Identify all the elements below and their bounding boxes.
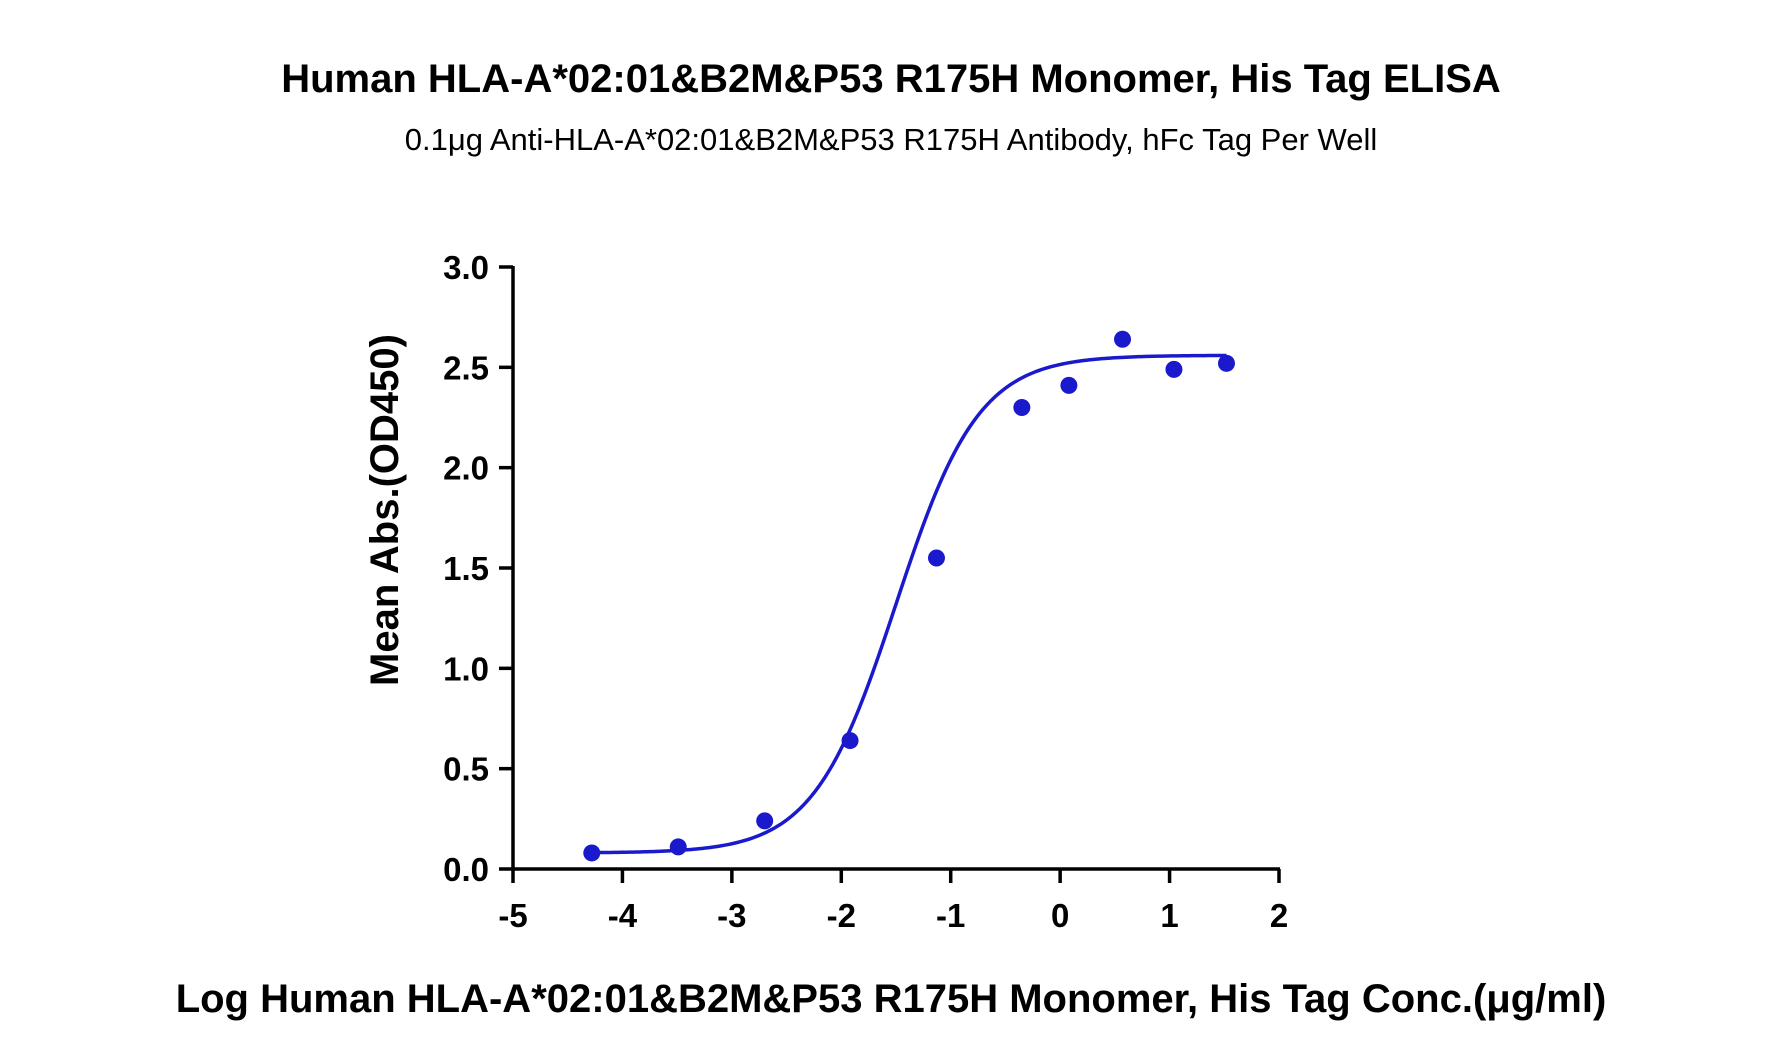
data-point	[1013, 398, 1031, 416]
data-point	[1114, 330, 1132, 348]
y-tick-label: 3.0	[443, 249, 489, 286]
y-tick-label: 0.5	[443, 751, 489, 788]
x-axis-label: Log Human HLA-A*02:01&B2M&P53 R175H Mono…	[176, 977, 1607, 1021]
x-tick-label: -3	[717, 897, 746, 934]
y-tick-label: 1.5	[443, 550, 489, 587]
y-tick-label: 1.0	[443, 650, 489, 687]
fit-curve	[591, 353, 1227, 855]
data-point	[756, 812, 774, 830]
y-axis-label: Mean Abs.(OD450)	[363, 334, 407, 686]
x-tick-label: 1	[1160, 897, 1178, 934]
data-point	[1217, 354, 1235, 372]
x-tick-label: -2	[827, 897, 856, 934]
data-point	[1060, 376, 1078, 394]
data-points	[583, 330, 1235, 862]
x-tick-label: -5	[498, 897, 527, 934]
data-point	[1165, 360, 1183, 378]
y-tick-label: 0.0	[443, 851, 489, 888]
x-tick-label: 2	[1270, 897, 1288, 934]
x-axis-ticks: -5 -4 -3 -2 -1 0 1 2	[498, 869, 1288, 934]
chart-subtitle: 0.1μg Anti-HLA-A*02:01&B2M&P53 R175H Ant…	[405, 122, 1378, 157]
x-tick-label: -1	[936, 897, 965, 934]
data-point	[669, 838, 687, 856]
chart-title: Human HLA-A*02:01&B2M&P53 R175H Monomer,…	[281, 57, 1501, 101]
x-tick-label: -4	[608, 897, 638, 934]
data-point	[841, 732, 859, 750]
data-point	[927, 549, 945, 567]
y-tick-label: 2.5	[443, 349, 489, 386]
data-point	[583, 844, 601, 862]
x-tick-label: 0	[1051, 897, 1069, 934]
y-axis-ticks: 0.0 0.5 1.0 1.5 2.0 2.5 3.0	[443, 249, 513, 888]
y-tick-label: 2.0	[443, 450, 489, 487]
